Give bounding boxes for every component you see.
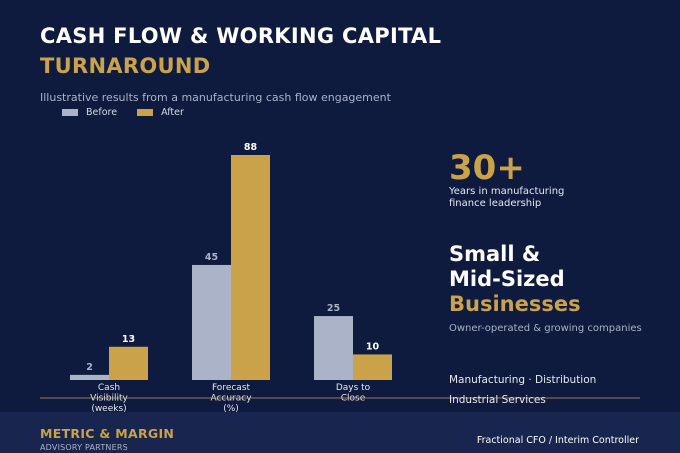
audience-caption: Owner-operated & growing companies	[449, 323, 642, 334]
data-label-after-3: 10	[366, 341, 380, 352]
stat-caption-line2: finance leadership	[449, 198, 542, 209]
category-label-2-line-3: (%)	[223, 404, 239, 414]
industries: Manufacturing · Distribution Industrial …	[449, 370, 596, 410]
brand-subtitle: ADVISORY PARTNERS	[40, 443, 128, 452]
category-label-1-line-2: Visibility	[90, 394, 128, 404]
brand-name: METRIC & MARGIN	[40, 426, 175, 441]
bar-after-3	[353, 354, 392, 380]
headline-line2: Mid-Sized	[449, 267, 565, 291]
legend-label-after: After	[161, 107, 184, 118]
stat-value: 30+	[449, 148, 525, 188]
bar-before-3	[314, 316, 353, 380]
data-label-before-3: 25	[327, 303, 340, 314]
category-label-2-line-2: Accuracy	[210, 394, 252, 404]
data-label-after-1: 13	[122, 334, 135, 345]
page-title: CASH FLOW & WORKING CAPITAL	[40, 24, 442, 48]
stat-caption: Years in manufacturing finance leadershi…	[449, 186, 599, 210]
bar-before-1	[70, 374, 109, 380]
legend-label-before: Before	[86, 107, 118, 118]
data-label-before-2: 45	[205, 252, 218, 263]
legend-swatch-before	[62, 109, 78, 116]
bar-after-2	[231, 155, 270, 380]
category-label-3-line-2: Close	[341, 394, 366, 404]
industries-line2: Industrial Services	[449, 394, 546, 406]
page-title-accent: TURNAROUND	[40, 54, 211, 78]
category-label-1-line-1: Cash	[98, 383, 120, 393]
category-label-3-line-1: Days to	[336, 383, 371, 393]
headline-line3: Businesses	[449, 292, 581, 316]
industries-line1: Manufacturing · Distribution	[449, 374, 597, 386]
bar-before-2	[192, 264, 231, 380]
category-label-1-line-3: (weeks)	[91, 404, 126, 414]
stat-caption-line1: Years in manufacturing	[449, 186, 565, 197]
page-subtitle: Illustrative results from a manufacturin…	[40, 91, 391, 104]
role-text: Fractional CFO / Interim Controller	[476, 435, 639, 446]
footer: METRIC & MARGIN ADVISORY PARTNERS Fracti…	[0, 412, 680, 453]
headline-line1: Small &	[449, 242, 541, 266]
chart-legend: Before After	[62, 107, 204, 118]
legend-item-before: Before	[62, 107, 117, 118]
data-label-after-2: 88	[244, 142, 258, 153]
legend-swatch-after	[137, 109, 154, 116]
bar-after-1	[109, 346, 148, 380]
legend-item-after: After	[137, 107, 184, 118]
audience-headline: Small & Mid-Sized Businesses	[449, 242, 581, 317]
category-label-2-line-1: Forecast	[212, 383, 251, 393]
data-label-before-1: 2	[86, 362, 93, 373]
